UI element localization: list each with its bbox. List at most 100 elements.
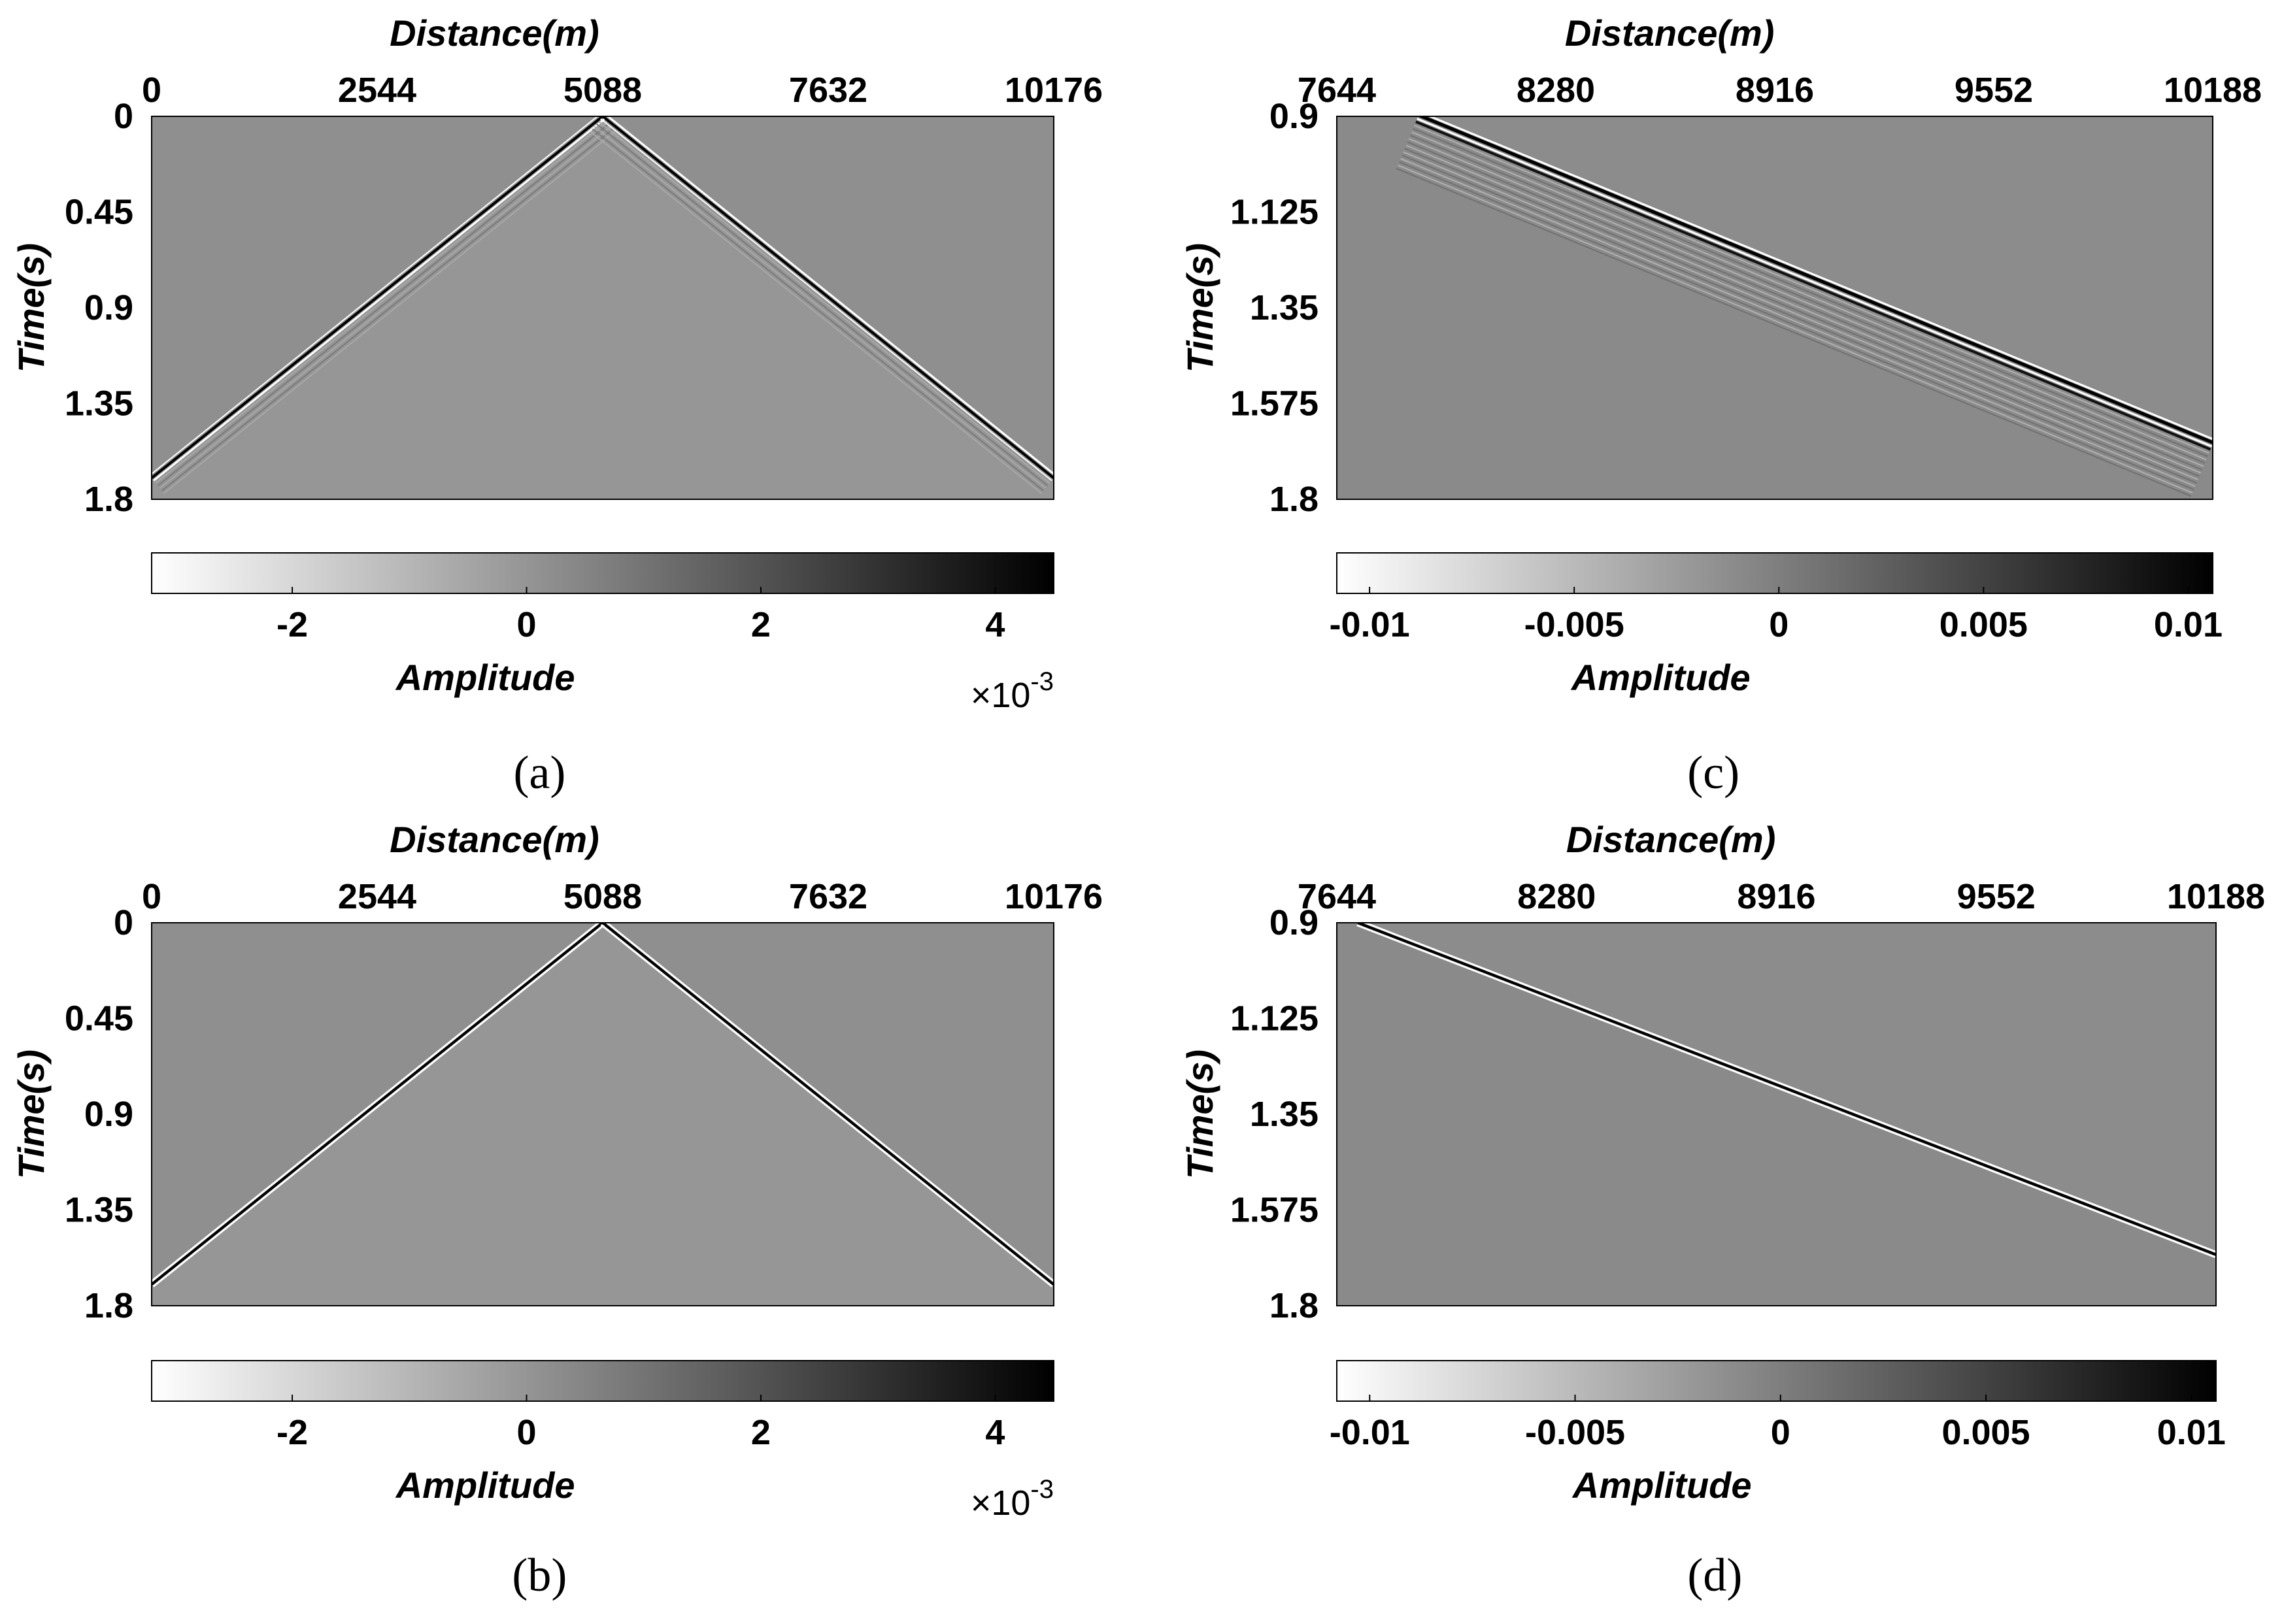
- plot-area: [152, 923, 1054, 1306]
- colorbar-tick-label: -0.005: [1524, 605, 1624, 644]
- y-tick-label: 0: [114, 97, 133, 136]
- wavefront-stripe: [1356, 924, 2216, 1258]
- colorbar-multiplier: ×10-3: [971, 667, 1054, 715]
- x-tick-label: 7644: [1298, 877, 1376, 916]
- x-axis-title: Distance(m): [390, 819, 599, 860]
- y-tick-label: 1.8: [84, 1286, 133, 1325]
- colorbar-tick-label: -0.01: [1330, 605, 1410, 644]
- wavefront-stripe: [606, 116, 1054, 475]
- multiplier-exponent: -3: [1030, 1475, 1054, 1504]
- wavefront-stripe: [1357, 923, 2216, 1256]
- y-tick-label: 0.45: [65, 999, 133, 1038]
- colorbar: [1336, 552, 2213, 594]
- wavefront-stripe: [163, 131, 616, 494]
- wavefront-stripe: [155, 121, 607, 484]
- multiplier-base: ×10: [971, 1483, 1031, 1523]
- panel-caption: (d): [1687, 1549, 1742, 1601]
- panel-b: 0 2544 5088 7632 10176 Distance(m) 0 0.45 0.9 1.3…: [10, 819, 1103, 1601]
- y-tick-label: 1.35: [65, 384, 133, 423]
- y-tick-label: 1.575: [1230, 384, 1318, 423]
- wavefront-stripe: [1411, 131, 2207, 461]
- wavefront-stripe: [1409, 135, 2206, 464]
- colorbar-label: Amplitude: [1571, 1465, 1752, 1506]
- colorbar-tick-label: 0: [516, 1413, 536, 1452]
- wavefront-stripe: [153, 118, 606, 482]
- x-tick-label: 9552: [1957, 877, 2036, 916]
- wavefront-stripe: [598, 121, 1050, 484]
- colorbar-tick-label: 0.01: [2154, 605, 2223, 644]
- colorbar-tick-label: -0.005: [1525, 1413, 1625, 1452]
- colorbar-tick-label: 0: [1771, 1413, 1790, 1452]
- wavefront-stripe: [1415, 120, 2211, 451]
- wavefront-stripe: [1399, 161, 2194, 491]
- x-tick-label: 10188: [2164, 71, 2262, 110]
- wavefront-stripe: [152, 923, 605, 1287]
- panel-a: 0 2544 5088 7632 10176 Distance(m) 0 0.45 0.9 1.3…: [10, 12, 1103, 799]
- wavefront-stripe: [1417, 118, 2213, 448]
- colorbar: [1336, 1360, 2217, 1402]
- colorbar: [151, 552, 1054, 594]
- colorbar-label: Amplitude: [1570, 657, 1751, 698]
- y-tick-label: 0.9: [84, 288, 133, 327]
- wavefront-stripe: [157, 123, 610, 486]
- multiplier-base: ×10: [971, 676, 1031, 715]
- colorbar-tick-label: -0.01: [1330, 1413, 1410, 1452]
- colorbar-tick-label: 2: [751, 605, 771, 644]
- wavefront-stripe: [152, 116, 599, 475]
- x-axis-title: Distance(m): [390, 12, 599, 54]
- wavefront-stripe: [601, 923, 1054, 1286]
- x-tick-label: 9552: [1955, 71, 2033, 110]
- wavefront-stripe: [592, 128, 1044, 491]
- wavefront-stripe: [1400, 157, 2196, 487]
- x-tick-label: 5088: [563, 71, 642, 110]
- y-tick-label: 1.8: [1269, 480, 1318, 519]
- wavefront-stripe: [1418, 116, 2213, 444]
- y-tick-label: 0.45: [65, 193, 133, 232]
- y-tick-label: 1.575: [1230, 1191, 1318, 1230]
- plot-frame: [1336, 116, 2213, 500]
- wavefront-direct-wave-left: [152, 923, 605, 1287]
- colorbar-label: Amplitude: [395, 1465, 575, 1506]
- y-tick-label: 1.35: [1250, 1095, 1318, 1134]
- colorbar-tick-label: -2: [277, 1413, 308, 1452]
- y-tick-label: 1.125: [1230, 193, 1318, 232]
- wavefront-stripe: [600, 118, 1052, 482]
- multiplier-exponent: -3: [1030, 667, 1054, 696]
- wavefront-stripe: [590, 131, 1042, 494]
- colorbar: [151, 1360, 1054, 1402]
- wavefront-stripe: [1414, 124, 2209, 454]
- panel-caption: (c): [1687, 746, 1739, 799]
- colorbar-tick-label: 0.01: [2157, 1413, 2226, 1452]
- x-tick-label: 0: [142, 71, 161, 110]
- colorbar-tick-label: -2: [277, 605, 308, 644]
- y-axis-title: Time(s): [1179, 243, 1220, 373]
- wavefront-stripe: [594, 125, 1047, 489]
- x-tick-label: 2544: [338, 71, 416, 110]
- wavefront-stripe: [600, 923, 1053, 1287]
- plot-area: [1337, 923, 2216, 1306]
- wavefront-stripe: [1396, 168, 2192, 497]
- wavefront-direct-wave: [1396, 116, 2213, 497]
- wavefront-direct-wave-right: [600, 923, 1054, 1287]
- y-tick-label: 1.35: [65, 1191, 133, 1230]
- panel-d: 7644 8280 8916 9552 10188 Distance(m) 0.9 1.125…: [1179, 819, 2265, 1601]
- wavefront-stripe: [152, 923, 601, 1283]
- wavefront-stripe: [601, 116, 1054, 480]
- y-axis-title: Time(s): [10, 1050, 52, 1179]
- y-axis-title: Time(s): [1179, 1050, 1220, 1179]
- wavefront-stripe: [596, 123, 1049, 486]
- x-tick-label: 7632: [789, 71, 867, 110]
- x-tick-label: 8280: [1517, 877, 1596, 916]
- colorbar-tick-label: 0.005: [1941, 1413, 2030, 1452]
- wavefront-direct-wave: [1356, 923, 2216, 1258]
- wavefront-stripe: [1408, 138, 2204, 467]
- x-axis-title: Distance(m): [1566, 819, 1776, 860]
- wavefront-stripe: [1398, 164, 2193, 494]
- region-below-wavefront: [152, 923, 1054, 1306]
- plot-area: [1337, 116, 2213, 499]
- wavefront-stripe: [1402, 154, 2197, 484]
- wavefront-stripe: [1362, 923, 2216, 1253]
- wavefront-direct-wave-right: [590, 116, 1054, 494]
- panel-caption: (a): [513, 746, 565, 799]
